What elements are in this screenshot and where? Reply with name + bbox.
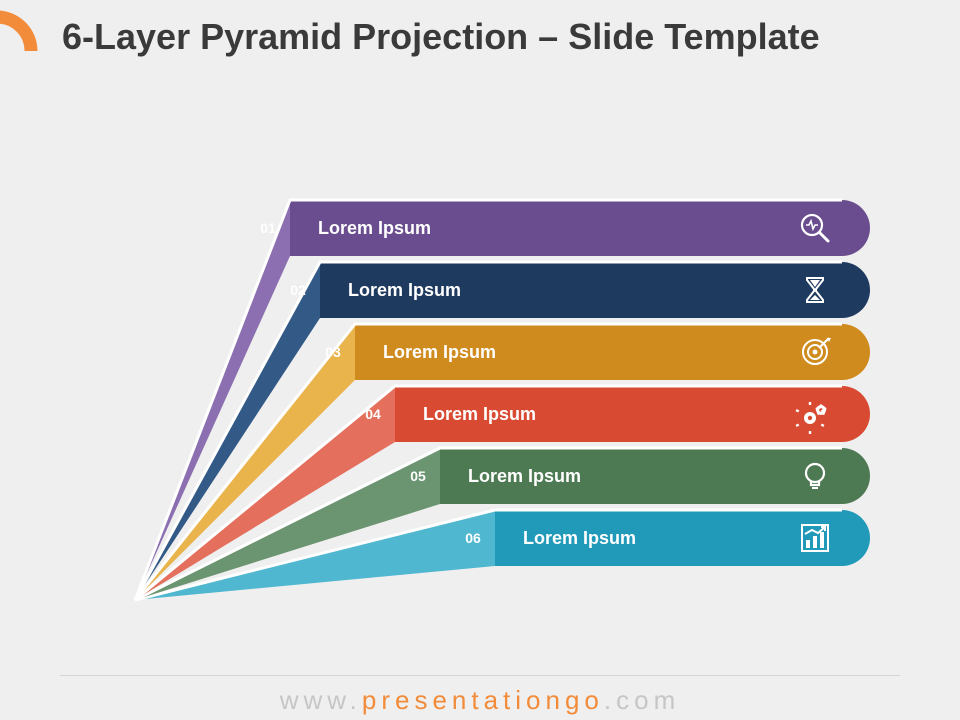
layer-label: Lorem Ipsum: [348, 280, 461, 300]
layer-number: 06: [465, 530, 481, 546]
layer-label: Lorem Ipsum: [468, 466, 581, 486]
layer-number: 04: [365, 406, 381, 422]
layer-number: 03: [325, 344, 341, 360]
layer-number: 01: [260, 220, 276, 236]
pyramid-diagram: 06 Lorem Ipsum 05 Lorem Ipsum 04 Lorem Ipsu…: [0, 0, 960, 720]
layer-number: 02: [290, 282, 306, 298]
layer-label: Lorem Ipsum: [423, 404, 536, 424]
layer-number: 05: [410, 468, 426, 484]
footer-rule: [60, 675, 900, 676]
layer-label: Lorem Ipsum: [383, 342, 496, 362]
layer-label: Lorem Ipsum: [523, 528, 636, 548]
footer-url: www.presentationgo.com: [0, 685, 960, 716]
layer-label: Lorem Ipsum: [318, 218, 431, 238]
